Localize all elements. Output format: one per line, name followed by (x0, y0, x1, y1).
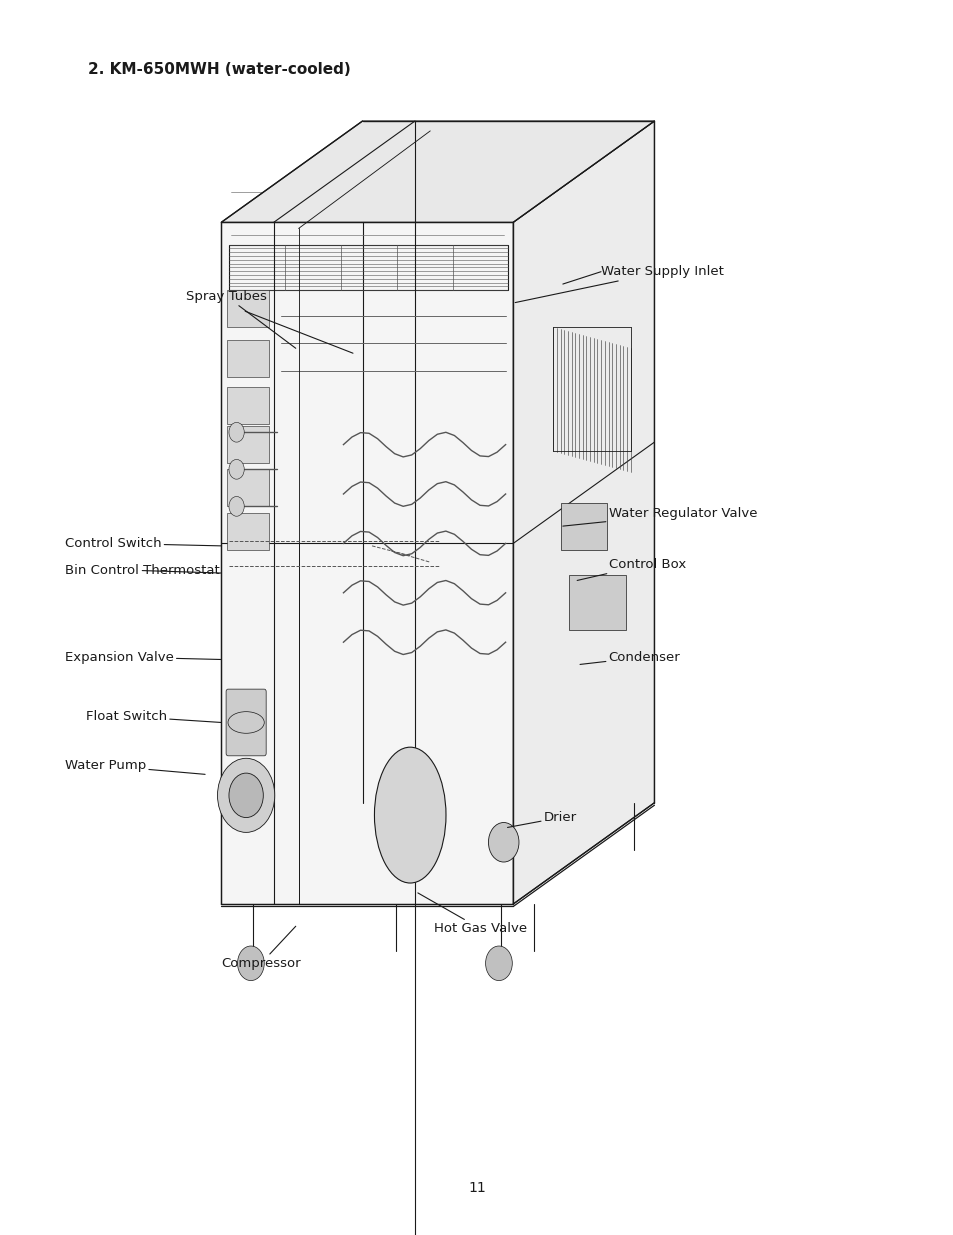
Circle shape (229, 422, 244, 442)
Text: Control Box: Control Box (577, 558, 685, 580)
Circle shape (229, 459, 244, 479)
Polygon shape (568, 576, 625, 630)
Polygon shape (227, 340, 269, 377)
Polygon shape (560, 503, 606, 550)
Circle shape (229, 496, 244, 516)
Polygon shape (221, 121, 654, 222)
Text: Bin Control Thermostat: Bin Control Thermostat (65, 564, 221, 577)
Polygon shape (227, 469, 269, 506)
Polygon shape (227, 290, 269, 327)
Text: Drier: Drier (507, 811, 577, 827)
Text: 2. KM-650MWH (water-cooled): 2. KM-650MWH (water-cooled) (88, 62, 350, 77)
Ellipse shape (228, 711, 264, 734)
Ellipse shape (374, 747, 445, 883)
Circle shape (229, 773, 263, 818)
Polygon shape (227, 513, 269, 550)
FancyBboxPatch shape (226, 689, 266, 756)
Circle shape (237, 946, 264, 981)
Text: Spray Tubes: Spray Tubes (186, 290, 295, 348)
Circle shape (485, 946, 512, 981)
Polygon shape (227, 387, 269, 424)
Text: Expansion Valve: Expansion Valve (65, 651, 221, 663)
Text: Water Regulator Valve: Water Regulator Valve (562, 508, 757, 526)
Text: Float Switch: Float Switch (86, 710, 221, 722)
Text: Water Pump: Water Pump (65, 760, 205, 774)
Polygon shape (227, 426, 269, 463)
Text: 11: 11 (468, 1181, 485, 1195)
Text: Hot Gas Valve: Hot Gas Valve (417, 893, 527, 935)
Circle shape (217, 758, 274, 832)
Polygon shape (221, 222, 513, 904)
Circle shape (488, 823, 518, 862)
Text: Compressor: Compressor (221, 926, 300, 969)
Text: Condenser: Condenser (579, 651, 679, 664)
Text: Water Supply Inlet: Water Supply Inlet (515, 266, 723, 303)
Polygon shape (513, 121, 654, 904)
Text: Control Switch: Control Switch (65, 537, 221, 550)
